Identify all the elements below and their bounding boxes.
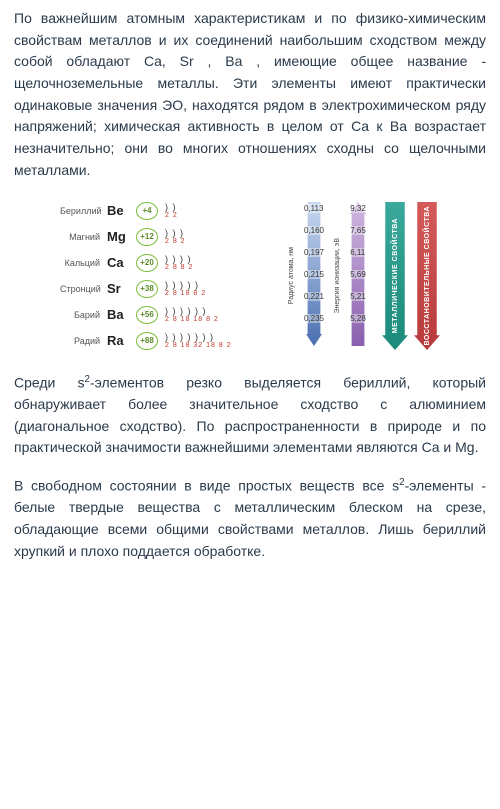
radius-axis-label: Радиус атома, нм (288, 247, 295, 304)
element-charge: +12 (136, 228, 158, 246)
ionization-value: 7,65 (350, 226, 366, 235)
radius-value: 0,215 (304, 270, 324, 279)
radius-value: 0,235 (304, 314, 324, 323)
element-row: Кальций Ca +20 ) ) ) )2 8 8 2 (60, 254, 288, 272)
element-charge: +20 (136, 254, 158, 272)
element-symbol: Ba (107, 307, 129, 322)
element-symbol: Be (107, 203, 129, 218)
ionization-column: 9,327,656,115,695,215,28 Энергия ионизац… (340, 202, 376, 350)
radius-value: 0,221 (304, 292, 324, 301)
element-name: Бериллий (60, 206, 100, 216)
radius-column: 0,1130,1600,1970,2150,2210,235 Радиус ат… (294, 202, 334, 350)
ionization-value: 5,28 (350, 314, 366, 323)
metallic-label: МЕТАЛЛИЧЕСКИЕ СВОЙСТВА (392, 218, 399, 333)
electron-shells: ) ) ) ) ) ) )2 8 18 32 18 8 2 (165, 333, 232, 349)
paragraph-2: Среди s2-элементов резко выделяется бери… (0, 364, 500, 467)
element-name: Кальций (60, 258, 100, 268)
element-name: Стронций (60, 284, 100, 294)
element-row: Магний Mg +12 ) ) )2 8 2 (60, 228, 288, 246)
electron-shells: ) ) ) )2 8 8 2 (165, 255, 193, 271)
ionization-value: 6,11 (350, 248, 366, 257)
element-row: Стронций Sr +38 ) ) ) ) )2 8 18 8 2 (60, 280, 288, 298)
ionization-value: 9,32 (350, 204, 366, 213)
reducing-label: ВОССТАНОВИТЕЛЬНЫЕ СВОЙСТВА (424, 206, 431, 345)
radius-value: 0,160 (304, 226, 324, 235)
ionization-value: 5,21 (350, 292, 366, 301)
element-charge: +4 (136, 202, 158, 220)
electron-shells: ) )2 2 (165, 203, 178, 219)
ionization-value: 5,69 (350, 270, 366, 279)
paragraph-1: По важнейшим атомным характеристикам и п… (0, 0, 500, 190)
paragraph-3: В свободном состоянии в виде простых вещ… (0, 467, 500, 570)
periodic-diagram: Бериллий Be +4 ) )2 2 Магний Mg +12 ) ) )2 8 2 К… (60, 202, 440, 350)
element-row: Бериллий Be +4 ) )2 2 (60, 202, 288, 220)
element-symbol: Ra (107, 333, 129, 348)
element-symbol: Sr (107, 281, 129, 296)
element-charge: +56 (136, 306, 158, 324)
radius-value: 0,197 (304, 248, 324, 257)
element-charge: +38 (136, 280, 158, 298)
metallic-properties-arrow: МЕТАЛЛИЧЕСКИЕ СВОЙСТВА (382, 202, 408, 350)
element-symbol: Mg (107, 229, 129, 244)
radius-value: 0,113 (304, 204, 324, 213)
ion-axis-label: Энергия ионизации, эВ (334, 238, 341, 314)
electron-shells: ) ) ) ) )2 8 18 8 2 (165, 281, 206, 297)
element-row: Радий Ra +88 ) ) ) ) ) ) )2 8 18 32 18 8 2 (60, 332, 288, 350)
element-name: Радий (60, 336, 100, 346)
element-symbol: Ca (107, 255, 129, 270)
element-name: Магний (60, 232, 100, 242)
element-charge: +88 (136, 332, 158, 350)
reducing-properties-arrow: ВОССТАНОВИТЕЛЬНЫЕ СВОЙСТВА (414, 202, 440, 350)
element-name: Барий (60, 310, 100, 320)
electron-shells: ) ) )2 8 2 (165, 229, 186, 245)
element-row: Барий Ba +56 ) ) ) ) ) )2 8 18 18 8 2 (60, 306, 288, 324)
elements-column: Бериллий Be +4 ) )2 2 Магний Mg +12 ) ) )2 8 2 К… (60, 202, 288, 350)
electron-shells: ) ) ) ) ) )2 8 18 18 8 2 (165, 307, 219, 323)
